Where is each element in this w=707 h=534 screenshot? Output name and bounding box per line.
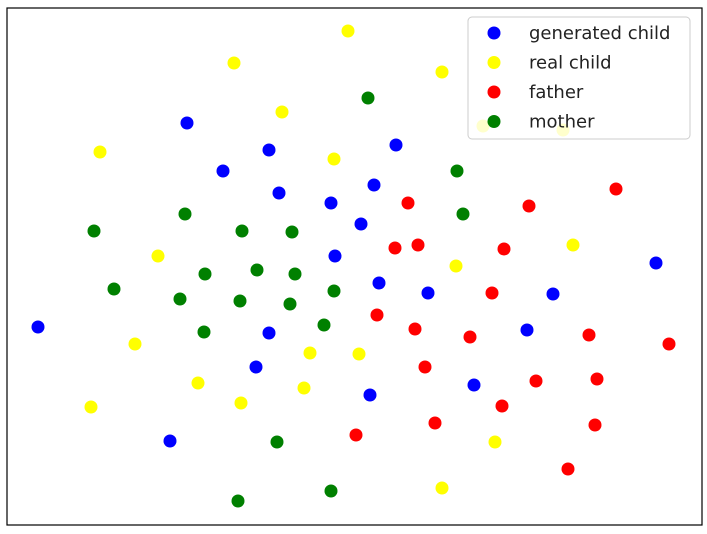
point [275, 105, 289, 119]
point [495, 399, 509, 413]
point [250, 263, 264, 277]
point [388, 241, 402, 255]
point [328, 249, 342, 263]
point [456, 207, 470, 221]
legend-label: mother [529, 112, 595, 133]
point [341, 24, 355, 38]
point [84, 400, 98, 414]
point [235, 224, 249, 238]
point [370, 308, 384, 322]
point [662, 337, 676, 351]
point [546, 287, 560, 301]
point [354, 217, 368, 231]
point [288, 267, 302, 281]
point [249, 360, 263, 374]
point [93, 145, 107, 159]
point [327, 152, 341, 166]
legend-box [467, 16, 691, 140]
point [401, 196, 415, 210]
point [467, 378, 481, 392]
point [31, 320, 45, 334]
point [418, 360, 432, 374]
point [324, 196, 338, 210]
point [435, 481, 449, 495]
point [324, 484, 338, 498]
point [582, 328, 596, 342]
point [191, 376, 205, 390]
point [520, 323, 534, 337]
point [609, 182, 623, 196]
point [411, 238, 425, 252]
point [180, 116, 194, 130]
point [408, 322, 422, 336]
point [178, 207, 192, 221]
point [283, 297, 297, 311]
point [197, 325, 211, 339]
point [234, 396, 248, 410]
point [227, 56, 241, 70]
point [566, 238, 580, 252]
point [590, 372, 604, 386]
legend-label: father [529, 82, 584, 103]
point [485, 286, 499, 300]
point [488, 435, 502, 449]
point [272, 186, 286, 200]
point [262, 143, 276, 157]
point [389, 138, 403, 152]
point [327, 284, 341, 298]
point [128, 337, 142, 351]
point [270, 435, 284, 449]
point [107, 282, 121, 296]
point [297, 381, 311, 395]
point [367, 178, 381, 192]
point [285, 225, 299, 239]
point [463, 330, 477, 344]
point [231, 494, 245, 508]
point [303, 346, 317, 360]
legend-label: generated child [529, 23, 670, 44]
point [163, 434, 177, 448]
point [522, 199, 536, 213]
point [428, 416, 442, 430]
point [649, 256, 663, 270]
point [435, 65, 449, 79]
point [588, 418, 602, 432]
legend-label: real child [529, 53, 612, 74]
point [198, 267, 212, 281]
points [31, 24, 676, 508]
point [363, 388, 377, 402]
point [497, 242, 511, 256]
point [317, 318, 331, 332]
point [233, 294, 247, 308]
legend-marker [487, 115, 501, 128]
point [349, 428, 363, 442]
legend-marker [487, 26, 501, 40]
point [87, 224, 101, 238]
point [216, 164, 230, 178]
legend-marker [487, 85, 501, 99]
legend-marker [487, 56, 501, 69]
point [361, 91, 375, 105]
point [529, 374, 543, 388]
point [421, 286, 435, 300]
point [372, 276, 386, 290]
point [561, 462, 575, 476]
point [173, 292, 187, 306]
legend: generated child real child father mother [467, 16, 691, 140]
point [450, 164, 464, 178]
point [449, 259, 463, 273]
point [352, 347, 366, 361]
point [151, 249, 165, 263]
point [262, 326, 276, 340]
